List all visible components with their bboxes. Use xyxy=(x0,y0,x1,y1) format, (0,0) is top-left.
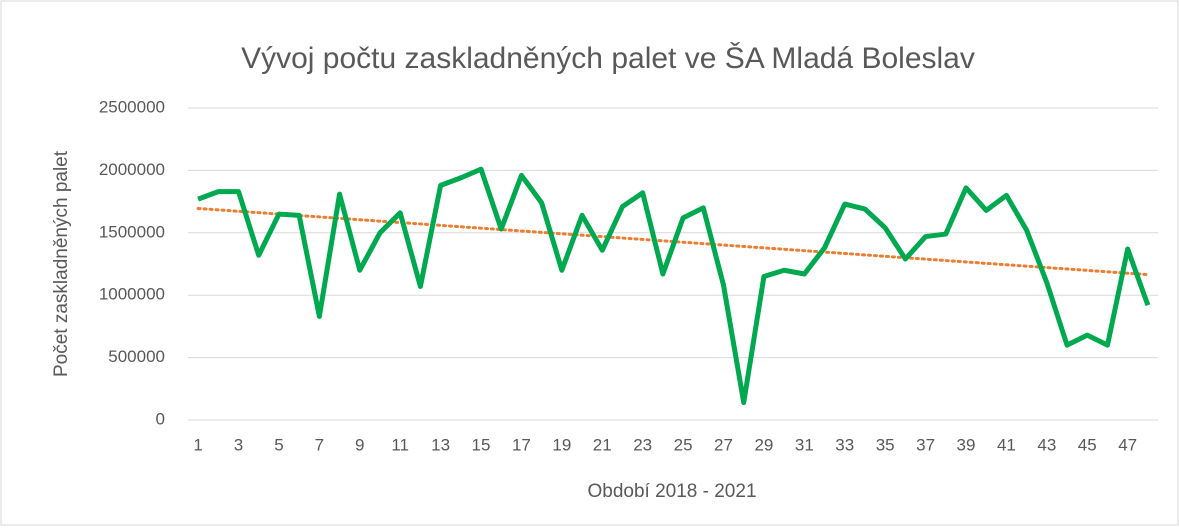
x-tick-label: 23 xyxy=(633,435,652,454)
x-tick-label: 5 xyxy=(274,435,283,454)
x-tick-label: 11 xyxy=(391,435,409,454)
x-tick-label: 47 xyxy=(1118,435,1137,454)
x-tick-label: 3 xyxy=(234,435,243,454)
line-series xyxy=(197,166,1151,406)
x-tick-label: 21 xyxy=(593,435,612,454)
x-tick-label: 41 xyxy=(997,435,1016,454)
x-tick-label: 35 xyxy=(876,435,895,454)
chart-title: Vývoj počtu zaskladněných palet ve ŠA Ml… xyxy=(241,41,975,75)
y-tick-label: 0 xyxy=(156,409,165,428)
y-tick-label: 2500000 xyxy=(99,97,165,116)
x-tick-label: 39 xyxy=(957,435,976,454)
x-tick-label: 43 xyxy=(1037,435,1056,454)
x-tick-label: 37 xyxy=(916,435,935,454)
y-tick-label: 1000000 xyxy=(99,285,165,304)
x-tick-label: 7 xyxy=(315,435,324,454)
x-tick-label: 33 xyxy=(835,435,854,454)
x-tick-label: 17 xyxy=(512,435,531,454)
x-tick-label: 25 xyxy=(674,435,693,454)
x-tick-label: 15 xyxy=(472,435,491,454)
x-tick-label: 9 xyxy=(355,435,364,454)
y-tick-label: 2000000 xyxy=(99,160,165,179)
x-tick-label: 13 xyxy=(431,435,450,454)
x-tick-label: 19 xyxy=(552,435,571,454)
x-tick-label: 1 xyxy=(193,435,202,454)
y-tick-label: 500000 xyxy=(108,347,165,366)
x-tick-label: 31 xyxy=(795,435,814,454)
x-tick-label: 27 xyxy=(714,435,733,454)
x-axis-title: Období 2018 - 2021 xyxy=(587,481,756,502)
x-tick-label: 29 xyxy=(754,435,773,454)
y-axis-title: Počet zaskladněných palet xyxy=(51,150,72,377)
y-tick-label: 1500000 xyxy=(99,222,165,241)
x-tick-label: 45 xyxy=(1078,435,1097,454)
